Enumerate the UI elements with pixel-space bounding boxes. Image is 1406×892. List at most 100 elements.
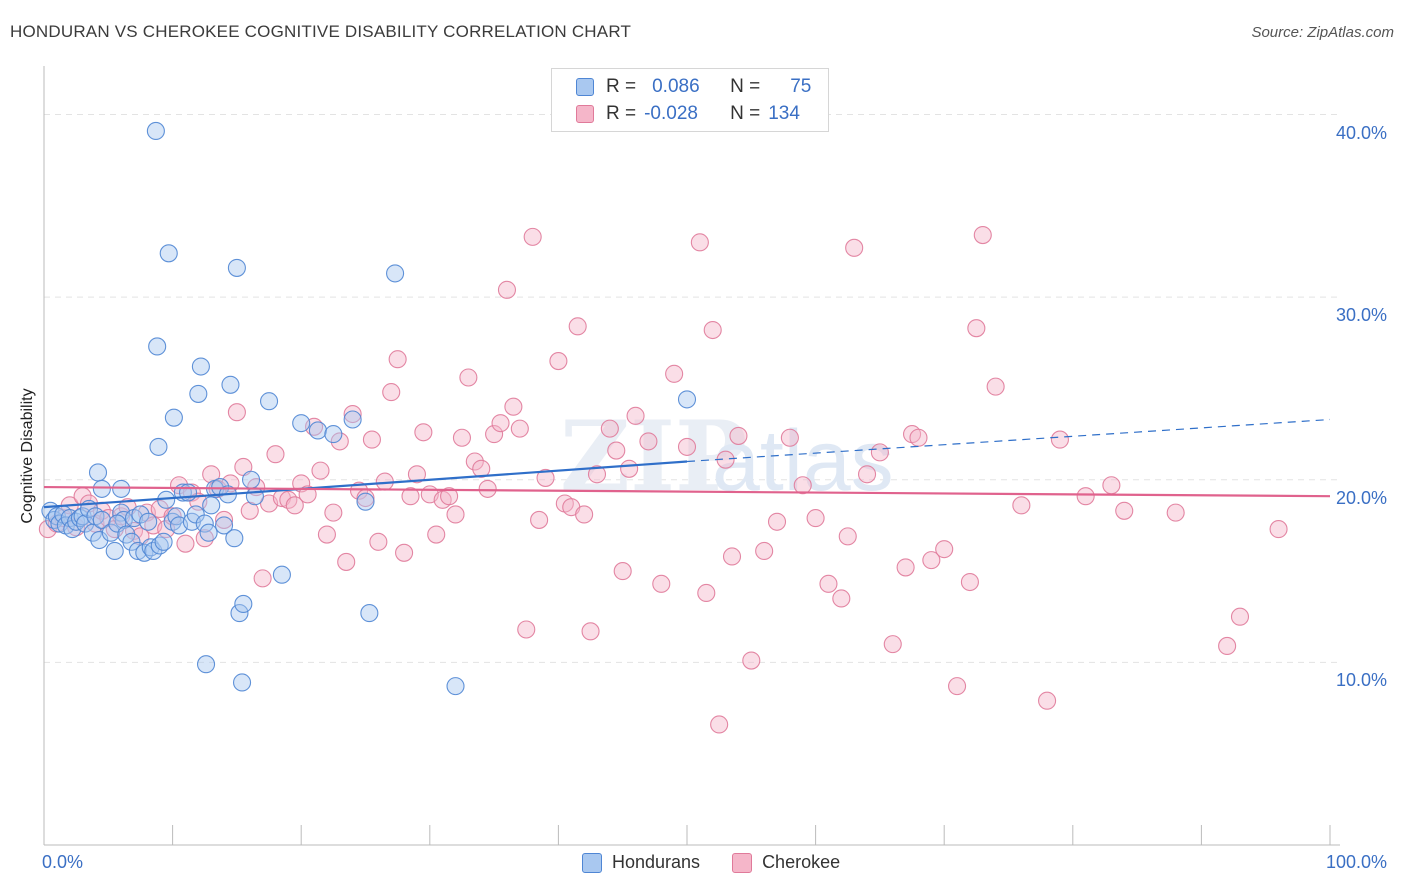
source-credit: Source: ZipAtlas.com bbox=[1251, 24, 1394, 41]
cherokee-point bbox=[883, 635, 902, 654]
honduran-point bbox=[149, 437, 168, 456]
cherokee-point bbox=[710, 715, 729, 734]
cherokee-point bbox=[677, 437, 697, 456]
honduran-point bbox=[122, 532, 141, 551]
cherokee-point bbox=[446, 505, 465, 524]
cherokee-point bbox=[832, 589, 851, 608]
cherokee-point bbox=[1218, 636, 1237, 655]
cherokee-point bbox=[388, 350, 407, 369]
cherokee-point bbox=[414, 423, 433, 442]
honduran-point bbox=[446, 677, 465, 696]
cherokee-point bbox=[620, 459, 639, 478]
hondurans-legend-swatch bbox=[582, 852, 602, 873]
honduran-point bbox=[139, 512, 158, 531]
r-label: R = bbox=[606, 76, 637, 97]
cherokee-point bbox=[639, 432, 658, 451]
honduran-point bbox=[292, 414, 311, 433]
cherokee-point bbox=[857, 465, 877, 484]
cherokee-point bbox=[838, 527, 857, 546]
cherokee-point bbox=[330, 432, 349, 451]
cherokee-point bbox=[587, 465, 607, 484]
cherokee-point bbox=[407, 465, 426, 484]
cherokee-point bbox=[504, 397, 523, 416]
cherokee-point bbox=[465, 452, 484, 471]
honduran-point bbox=[105, 541, 124, 561]
cherokee-point bbox=[909, 428, 928, 447]
cherokee-point bbox=[1050, 430, 1069, 449]
cherokee-point bbox=[607, 441, 626, 460]
cherokee-point bbox=[806, 509, 825, 528]
cherokee-point bbox=[485, 425, 504, 444]
n-label: N = bbox=[730, 103, 761, 124]
honduran-point bbox=[92, 510, 111, 529]
honduran-point bbox=[677, 390, 697, 409]
cherokee-legend-swatch bbox=[732, 852, 753, 873]
cherokee-point bbox=[549, 352, 568, 371]
cherokee-point bbox=[298, 485, 317, 504]
cherokee-point bbox=[343, 404, 362, 424]
cherokee-legend-label: Cherokee bbox=[762, 852, 841, 872]
axes bbox=[43, 66, 1340, 846]
cherokee-point bbox=[613, 562, 632, 581]
cherokee-point bbox=[362, 430, 381, 449]
r-value: 0.086 bbox=[652, 76, 700, 97]
r-value: -0.028 bbox=[644, 103, 698, 124]
honduran-point bbox=[245, 487, 264, 506]
cherokee-point bbox=[626, 406, 645, 425]
y-axis-label: Cognitive Disability bbox=[19, 388, 36, 524]
cherokee-point bbox=[452, 428, 472, 447]
hondurans-trend-line bbox=[43, 460, 688, 509]
cherokee-point bbox=[780, 428, 799, 447]
y-tick-label: 10.0% bbox=[1336, 670, 1388, 691]
correlation-legend: R = 0.086 N = 75 R = -0.028 N = 134 bbox=[551, 68, 829, 132]
y-tick-label: 40.0% bbox=[1336, 122, 1388, 143]
cherokee-point bbox=[427, 525, 446, 544]
cherokee-point bbox=[948, 677, 967, 696]
cherokee-point bbox=[819, 574, 838, 593]
cherokee-point bbox=[38, 520, 57, 539]
cherokee-point bbox=[767, 512, 787, 531]
cherokee-point bbox=[324, 503, 343, 522]
cherokee-point bbox=[1102, 476, 1121, 495]
honduran-point bbox=[112, 479, 131, 498]
cherokee-point bbox=[478, 479, 497, 498]
cherokee-point bbox=[935, 540, 954, 559]
cherokee-point bbox=[1269, 520, 1288, 539]
series-legend: Hondurans Cherokee bbox=[582, 852, 840, 873]
cherokee-points bbox=[38, 226, 1288, 734]
cherokee-point bbox=[729, 426, 748, 445]
honduran-point bbox=[90, 530, 109, 550]
cherokee-point bbox=[311, 461, 330, 480]
honduran-point bbox=[356, 492, 375, 511]
cherokee-point bbox=[575, 505, 594, 524]
cherokee-point bbox=[369, 532, 388, 551]
cherokee-point bbox=[266, 445, 285, 464]
r-label: R = bbox=[606, 103, 637, 124]
honduran-point bbox=[146, 121, 165, 141]
cherokee-point bbox=[163, 507, 182, 526]
cherokee-point bbox=[227, 403, 246, 422]
cherokee-swatch bbox=[576, 105, 594, 123]
honduran-point bbox=[88, 463, 108, 482]
gridlines bbox=[44, 114, 1340, 663]
cherokee-point bbox=[986, 377, 1005, 396]
cherokee-point bbox=[1012, 496, 1031, 515]
honduran-point bbox=[92, 479, 111, 498]
cherokee-point bbox=[440, 487, 459, 506]
cherokee-point bbox=[960, 572, 979, 592]
honduran-point bbox=[154, 532, 173, 551]
svg-text:ZIP: ZIP bbox=[560, 400, 747, 513]
honduran-point bbox=[234, 594, 253, 613]
x-tick-label-min: 0.0% bbox=[42, 852, 84, 872]
cherokee-point bbox=[317, 525, 336, 544]
cherokee-point bbox=[285, 496, 304, 515]
honduran-point bbox=[227, 258, 246, 277]
cherokee-point bbox=[459, 368, 478, 387]
legend-row-hondurans: R = 0.086 N = 75 bbox=[576, 76, 811, 98]
honduran-point bbox=[148, 337, 167, 356]
chart-title: HONDURAN VS CHEROKEE COGNITIVE DISABILIT… bbox=[10, 22, 632, 41]
honduran-point bbox=[232, 673, 252, 692]
cherokee-point bbox=[703, 320, 722, 340]
cherokee-point bbox=[1038, 691, 1057, 710]
honduran-point bbox=[343, 410, 362, 429]
